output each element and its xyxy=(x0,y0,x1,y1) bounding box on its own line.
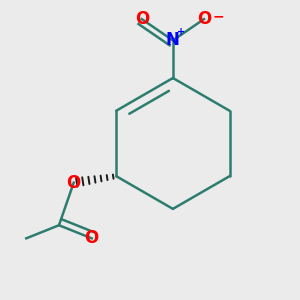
Text: O: O xyxy=(135,10,149,28)
Text: N: N xyxy=(166,32,180,50)
Text: +: + xyxy=(177,27,185,37)
Text: −: − xyxy=(213,10,224,23)
Text: O: O xyxy=(197,10,211,28)
Text: O: O xyxy=(67,174,81,192)
Text: O: O xyxy=(85,229,99,247)
